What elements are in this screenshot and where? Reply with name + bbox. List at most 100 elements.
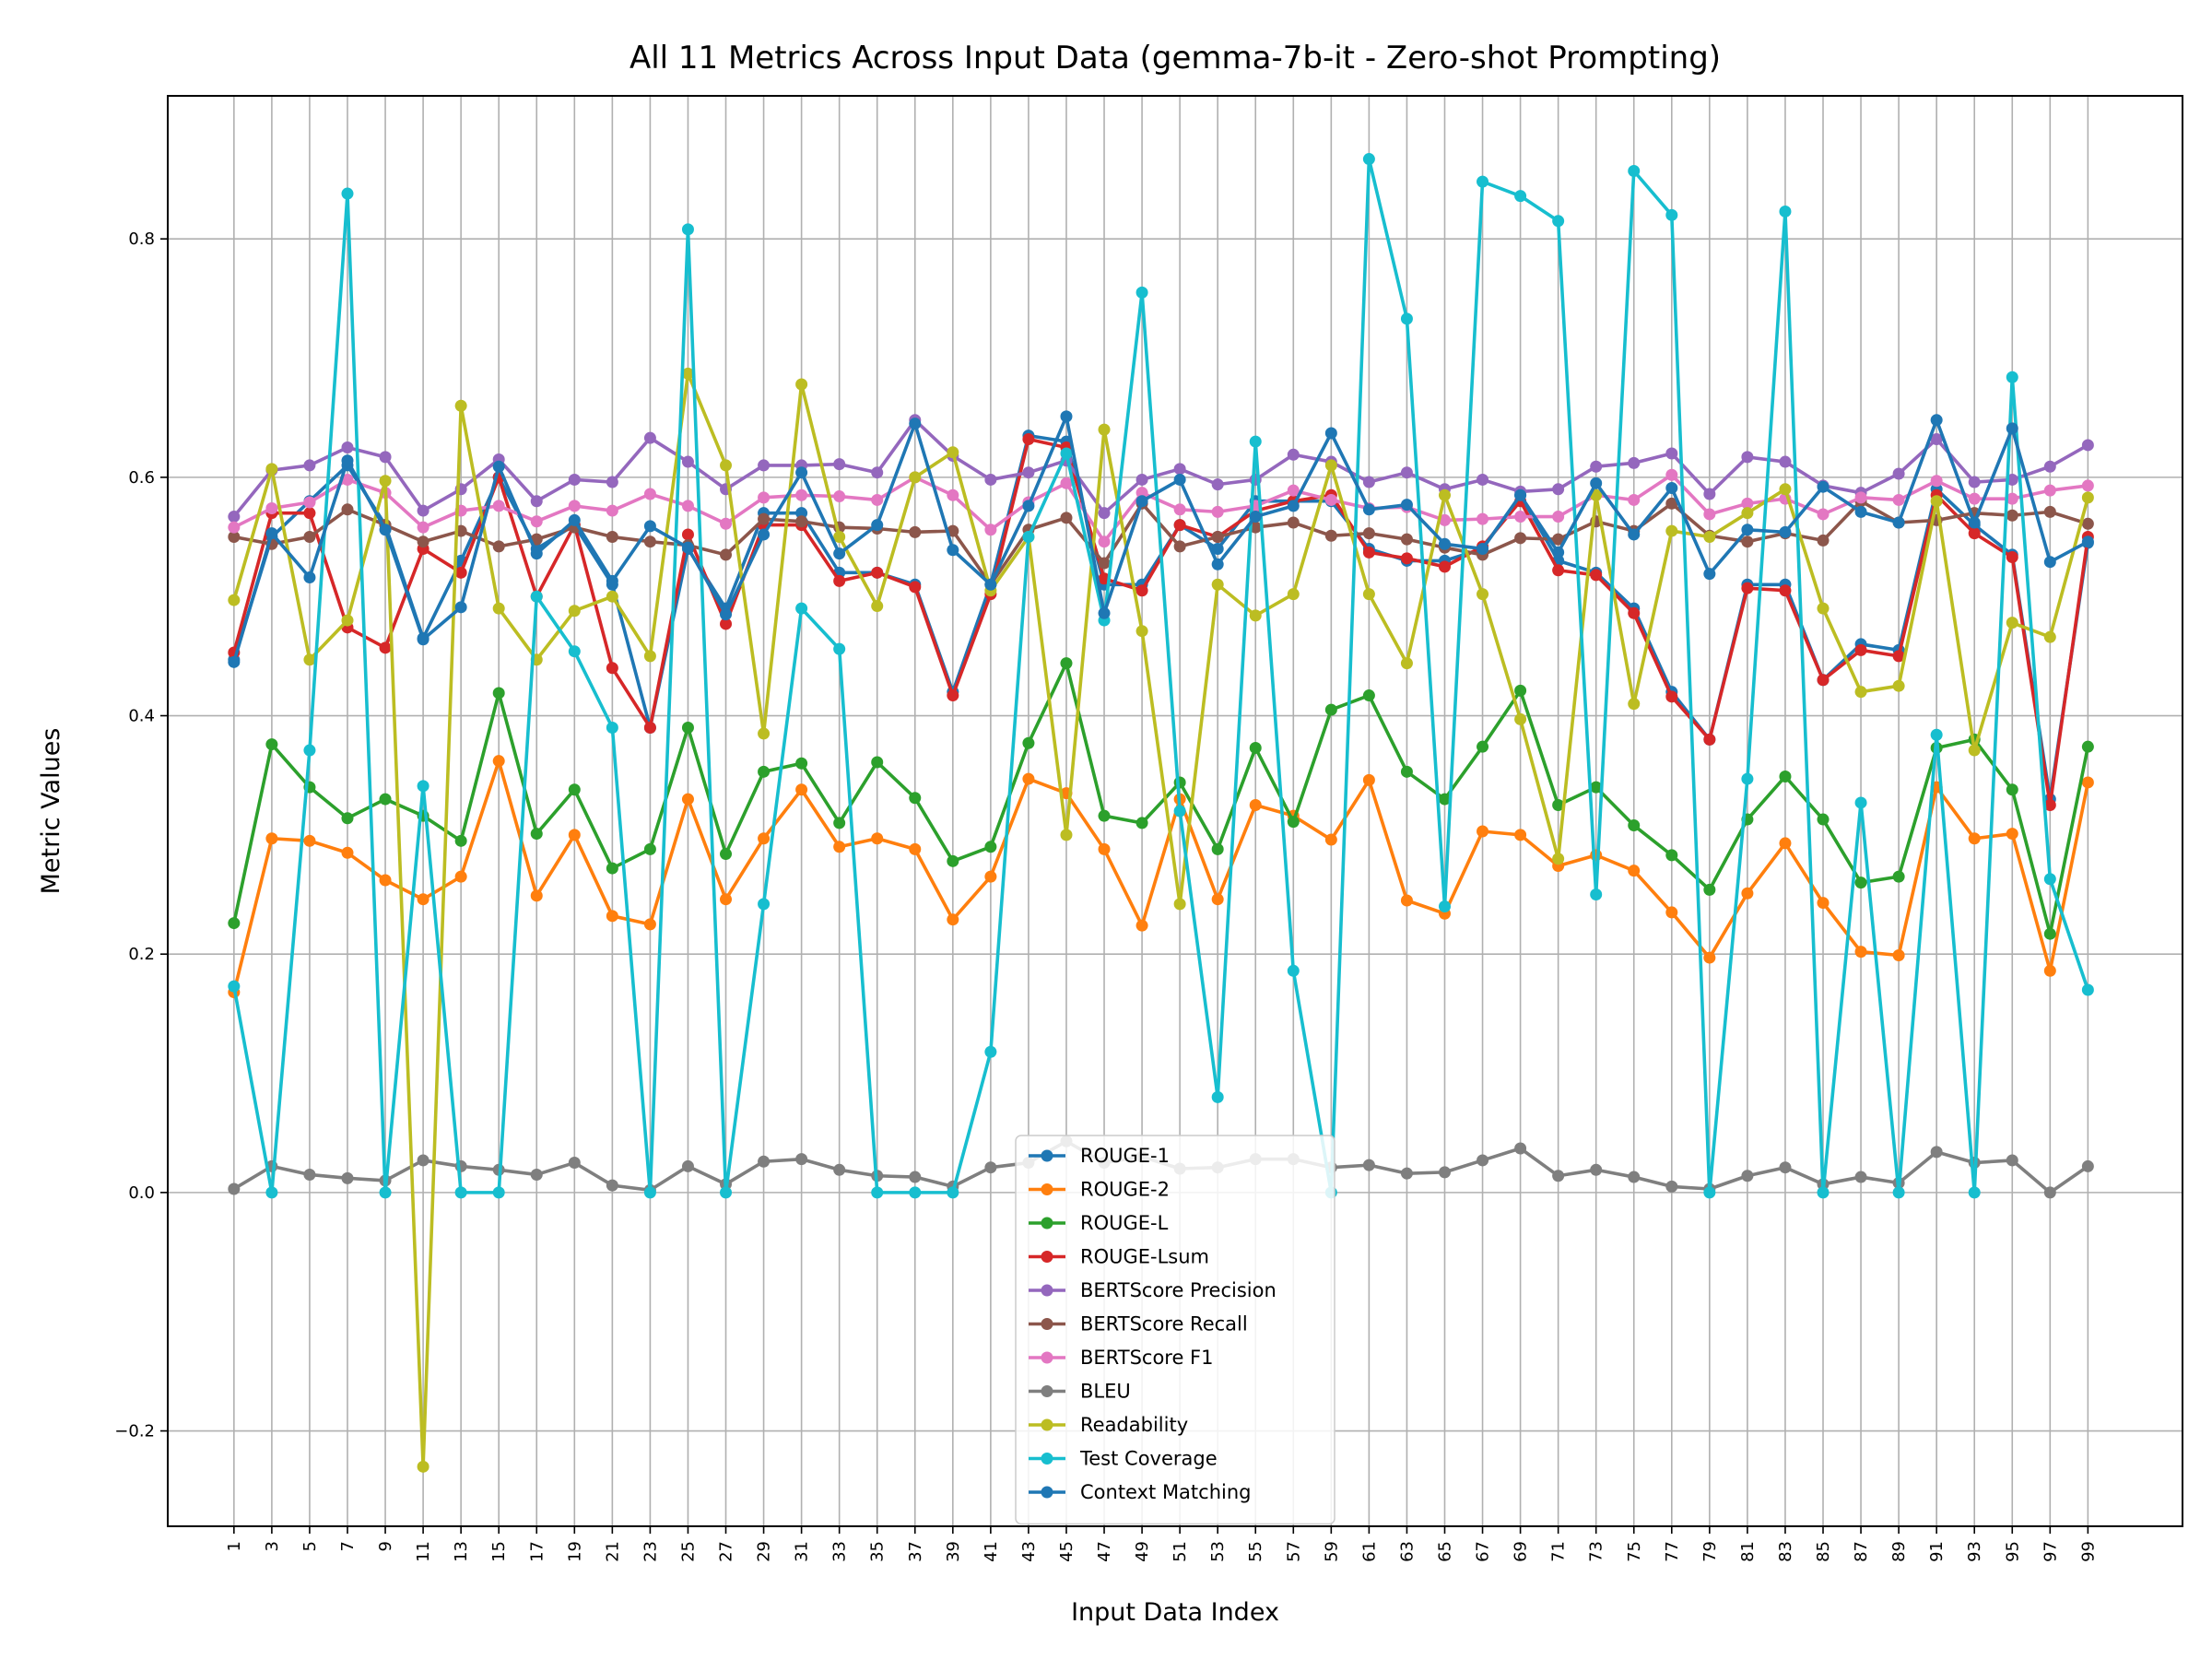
data-point [1817, 602, 1830, 615]
data-point [1552, 564, 1565, 577]
data-point [530, 590, 543, 603]
data-point [2081, 439, 2094, 452]
data-point [1477, 512, 1489, 525]
data-point [341, 503, 354, 516]
x-tick-label: 63 [1397, 1541, 1417, 1562]
data-point [530, 547, 543, 560]
data-point [1779, 584, 1792, 597]
data-point [1438, 513, 1451, 526]
data-point [341, 187, 354, 200]
data-point [720, 517, 733, 530]
data-point [568, 473, 581, 486]
x-tick-label: 21 [603, 1541, 622, 1562]
series-line [232, 415, 2089, 663]
data-point [1438, 900, 1451, 912]
x-tick-label: 15 [489, 1541, 509, 1562]
data-point [720, 618, 733, 630]
data-point [1287, 484, 1300, 497]
data-point [909, 525, 922, 538]
series-lines [228, 153, 2094, 1473]
data-point [758, 459, 771, 472]
data-point [1438, 560, 1451, 573]
data-point [1211, 531, 1224, 544]
legend-swatch-marker [1041, 1183, 1053, 1195]
data-point [341, 812, 354, 825]
data-point [303, 653, 316, 666]
data-point [1741, 497, 1754, 510]
data-point [795, 378, 808, 391]
data-point [1703, 733, 1716, 746]
data-point [643, 1186, 656, 1199]
data-point [681, 1159, 694, 1172]
data-point [1665, 524, 1678, 537]
legend-label: ROUGE-Lsum [1080, 1246, 1209, 1268]
legend-swatch-marker [1041, 1486, 1053, 1499]
data-point [1173, 898, 1186, 911]
data-point [265, 832, 278, 845]
data-point [228, 594, 241, 606]
data-point [1022, 736, 1035, 749]
data-point [341, 614, 354, 627]
data-point [1287, 964, 1300, 977]
series-line [232, 418, 2089, 518]
data-point [568, 500, 581, 512]
data-point [871, 493, 884, 506]
data-point [606, 862, 618, 875]
x-tick-label: 37 [906, 1541, 925, 1562]
legend: ROUGE-1 ROUGE-2 ROUGE-L ROUGE-Lsum BERTScore… [1015, 1135, 1335, 1525]
data-point [1552, 546, 1565, 559]
data-point [1741, 535, 1754, 548]
x-tick-label: 11 [414, 1541, 433, 1562]
x-tick-label: 1 [225, 1541, 244, 1551]
data-point [643, 721, 656, 734]
data-point [530, 828, 543, 841]
x-tick-label: 19 [565, 1541, 584, 1562]
data-point [1249, 609, 1262, 622]
x-tick-label: 55 [1246, 1541, 1265, 1562]
data-point [1741, 451, 1754, 464]
data-point [947, 1186, 959, 1199]
data-point [417, 633, 429, 646]
data-point [1287, 516, 1300, 529]
x-tick-label: 97 [2041, 1541, 2060, 1562]
legend-swatch-marker [1041, 1453, 1053, 1465]
data-point [1324, 459, 1337, 472]
data-point [1703, 531, 1716, 544]
data-point [1287, 448, 1300, 461]
data-point [228, 980, 241, 993]
data-point [1477, 825, 1489, 838]
data-point [1098, 842, 1111, 855]
data-point [1628, 164, 1641, 177]
data-point [795, 783, 808, 796]
data-point [568, 645, 581, 658]
data-point [1249, 741, 1262, 754]
data-point [1173, 540, 1186, 553]
y-tick-label: 0.0 [128, 1183, 155, 1203]
data-point [1400, 312, 1413, 325]
data-point [530, 515, 543, 528]
data-point [947, 854, 959, 867]
data-point [1438, 488, 1451, 501]
data-point [417, 1460, 429, 1473]
series-test-coverage [228, 153, 2094, 1199]
data-point [1817, 897, 1830, 910]
series-line [232, 371, 2090, 1469]
data-point [1098, 809, 1111, 822]
data-point [568, 783, 581, 796]
data-point [1287, 816, 1300, 829]
y-tick-label: 0.4 [128, 707, 155, 726]
data-point [379, 451, 392, 464]
data-point [720, 1186, 733, 1199]
data-point [303, 744, 316, 757]
data-point [265, 463, 278, 476]
data-point [1060, 829, 1073, 841]
data-point [1968, 476, 1981, 488]
legend-swatch-marker [1041, 1284, 1053, 1297]
data-point [1135, 817, 1148, 830]
chart-title: All 11 Metrics Across Input Data (gemma-… [629, 40, 1721, 76]
data-point [417, 535, 429, 548]
x-tick-label: 83 [1776, 1541, 1795, 1562]
data-point [1514, 1142, 1527, 1155]
data-point [265, 738, 278, 751]
